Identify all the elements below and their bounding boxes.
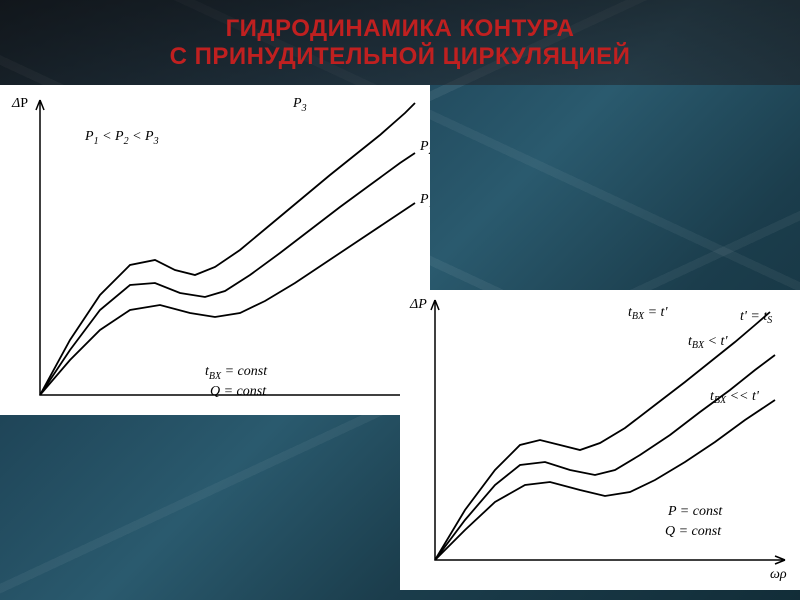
xlabel-right: ωρ	[770, 567, 787, 582]
title-line-2: С ПРИНУДИТЕЛЬНОЙ ЦИРКУЛЯЦИЕЙ	[170, 43, 631, 71]
series-curve	[435, 312, 770, 560]
series-curve	[435, 355, 775, 560]
series-label-t1: tBX = t'	[628, 305, 668, 322]
series-label-t3: tBX << t'	[710, 389, 760, 406]
chart-right-svg: ΔP ωρ tBX = t' tBX < t' tBX << t' t' = t…	[400, 290, 800, 590]
const-p-right: P = const	[667, 504, 723, 519]
ylabel-right: ΔP	[409, 297, 427, 312]
series-curve	[435, 400, 775, 560]
series-label-p2: P2	[419, 139, 430, 157]
side-label-ts: t' = tS	[740, 309, 772, 326]
axes-right	[431, 300, 785, 564]
title-line-1: ГИДРОДИНАМИКА КОНТУРА	[226, 15, 575, 43]
title-bar: ГИДРОДИНАМИКА КОНТУРА С ПРИНУДИТЕЛЬНОЙ Ц…	[0, 0, 800, 85]
curves-right	[435, 312, 775, 560]
series-label-p3: P3	[292, 96, 307, 114]
series-label-p1: P1	[419, 192, 430, 210]
const-q-right: Q = const	[665, 524, 722, 539]
chart-right-panel: ΔP ωρ tBX = t' tBX < t' tBX << t' t' = t…	[400, 290, 800, 590]
const-tbx: tBX = const	[205, 364, 268, 382]
chart-left-panel: ΔP P1 < P2 < P3 P3 P2 P1 tBX = const Q =…	[0, 85, 430, 415]
series-curve	[40, 153, 415, 395]
inequality-label: P1 < P2 < P3	[84, 129, 159, 147]
chart-left-svg: ΔP P1 < P2 < P3 P3 P2 P1 tBX = const Q =…	[0, 85, 430, 415]
series-label-t2: tBX < t'	[688, 334, 728, 351]
ylabel-left: ΔP	[11, 96, 28, 111]
const-q: Q = const	[210, 384, 267, 399]
